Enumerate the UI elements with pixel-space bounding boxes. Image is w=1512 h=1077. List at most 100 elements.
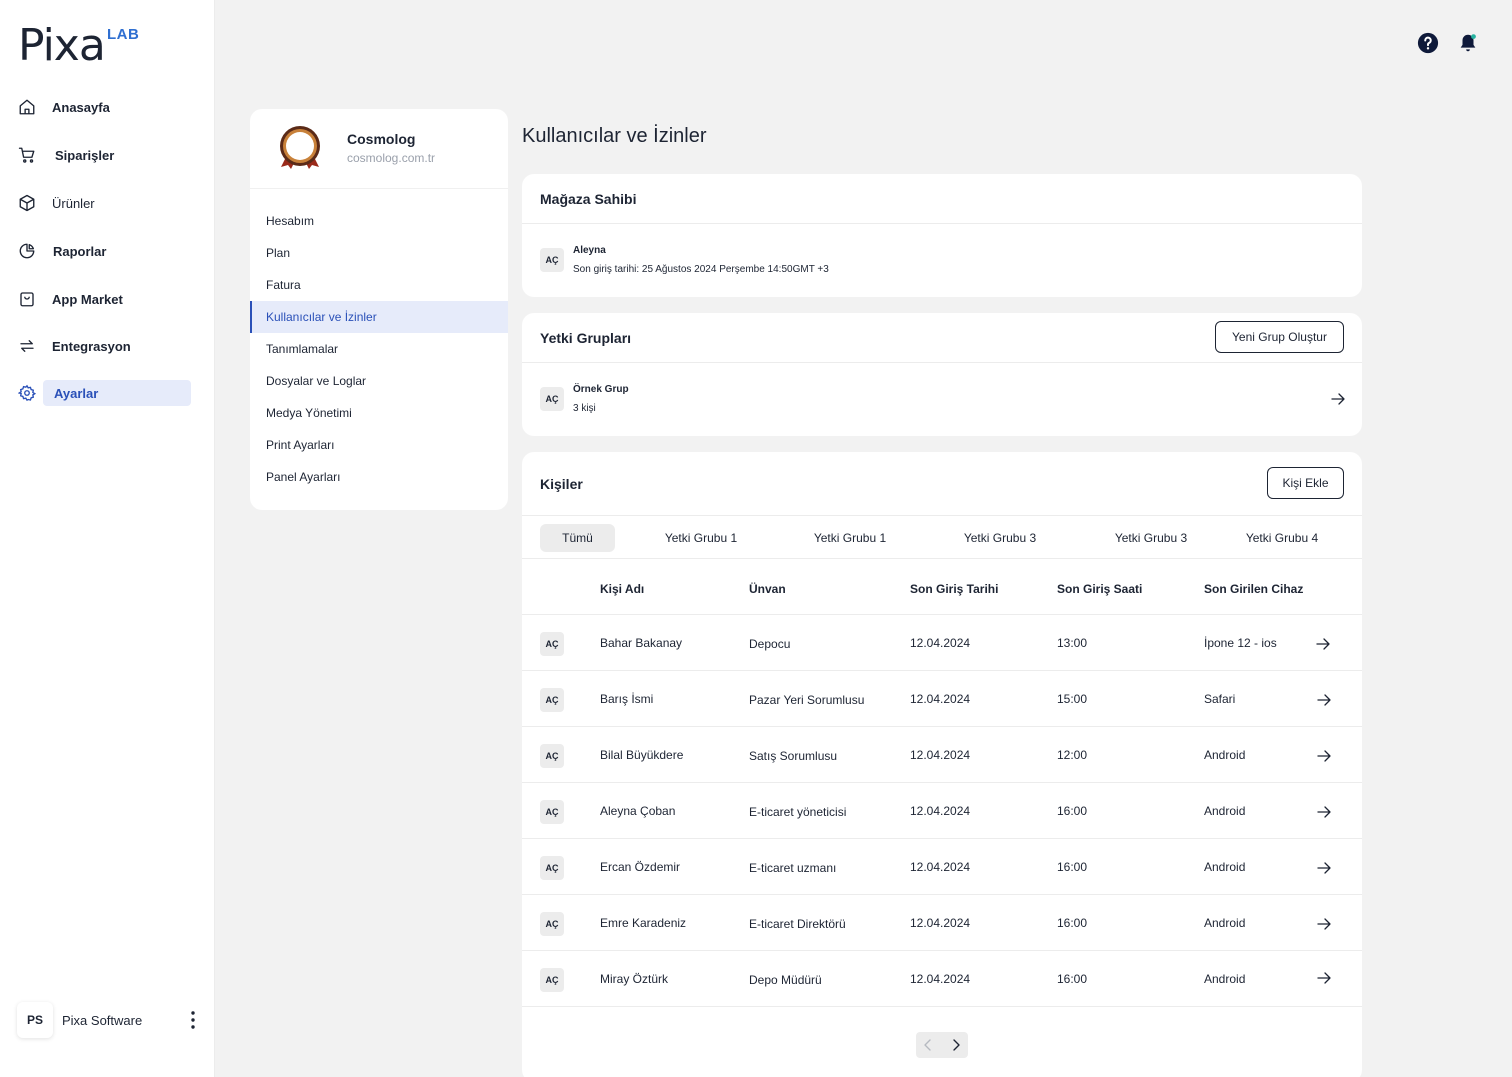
nav-label: Entegrasyon: [52, 338, 131, 354]
nav-item-siparisler[interactable]: Siparişler: [0, 140, 215, 170]
cell-name: Ercan Özdemir: [600, 860, 681, 874]
table-row[interactable]: AÇ Barış İsmi Pazar Yeri Sorumlusu 12.04…: [522, 671, 1362, 727]
settings-menu-plan[interactable]: Plan: [266, 246, 291, 260]
box-icon: [19, 194, 35, 212]
arrow-right-icon[interactable]: [1317, 918, 1331, 930]
cell-time: 15:00: [1057, 692, 1088, 706]
table-row[interactable]: AÇ Miray Öztürk Depo Müdürü 12.04.2024 1…: [522, 951, 1362, 1007]
permission-groups-card: Yetki Grupları Yeni Grup Oluştur AÇ Örne…: [522, 313, 1362, 436]
user-profile[interactable]: PS Pixa Software: [17, 1002, 207, 1038]
column-header-last-login-date[interactable]: Son Giriş Tarihi: [910, 582, 999, 596]
arrow-right-icon[interactable]: [1316, 638, 1330, 650]
settings-menu-tanimlamalar[interactable]: Tanımlamalar: [266, 342, 339, 356]
cell-title: Depo Müdürü: [749, 973, 822, 987]
cell-device: Safari: [1204, 692, 1236, 706]
cell-device: Android: [1204, 916, 1246, 930]
cell-date: 12.04.2024: [910, 692, 971, 706]
cell-title: Pazar Yeri Sorumlusu: [749, 693, 865, 707]
page-title: Kullanıcılar ve İzinler: [522, 125, 707, 147]
nav-item-app-market[interactable]: App Market: [0, 284, 215, 314]
settings-menu-hesabim[interactable]: Hesabım: [266, 214, 315, 228]
settings-menu-print[interactable]: Print Ayarları: [266, 438, 335, 452]
sidebar: Pixa LAB Anasayfa Siparişler Ürünler Rap…: [0, 0, 215, 1077]
nav-item-entegrasyon[interactable]: Entegrasyon: [0, 331, 215, 361]
settings-menu-fatura[interactable]: Fatura: [266, 278, 301, 292]
group-name: Örnek Grup: [573, 384, 629, 395]
add-person-button[interactable]: Kişi Ekle: [1267, 467, 1344, 499]
nav-item-raporlar[interactable]: Raporlar: [0, 236, 215, 266]
owner-last-login: Son giriş tarihi: 25 Ağustos 2024 Perşem…: [573, 264, 829, 275]
arrow-right-icon[interactable]: [1317, 862, 1331, 874]
cell-time: 16:00: [1057, 804, 1088, 818]
gear-icon: [18, 384, 36, 402]
user-name: Pixa Software: [62, 1012, 143, 1028]
new-group-button[interactable]: Yeni Grup Oluştur: [1215, 321, 1344, 353]
user-initials-badge: AÇ: [540, 688, 564, 712]
cell-device: Android: [1204, 972, 1246, 986]
cell-title: E-ticaret yöneticisi: [749, 805, 847, 819]
people-card: Kişiler Kişi Ekle Tümü Yetki Grubu 1 Yet…: [522, 452, 1362, 1077]
tab-group-3[interactable]: Yetki Grubu 3: [963, 531, 1037, 545]
card-header: Kişiler Kişi Ekle: [522, 452, 1362, 515]
user-initials-badge: AÇ: [540, 632, 564, 656]
cell-title: Depocu: [749, 637, 791, 651]
cell-date: 12.04.2024: [910, 748, 971, 762]
brand-logo[interactable]: Pixa LAB: [18, 24, 139, 70]
help-icon[interactable]: [1417, 32, 1439, 54]
cell-date: 12.04.2024: [910, 804, 971, 818]
cell-title: Satış Sorumlusu: [749, 749, 838, 763]
nav-item-ayarlar[interactable]: Ayarlar: [0, 378, 215, 408]
divider: [250, 188, 508, 189]
notification-bell-icon[interactable]: [1457, 32, 1479, 54]
tab-all[interactable]: Tümü: [540, 524, 615, 552]
table-row[interactable]: AÇ Bilal Büyükdere Satış Sorumlusu 12.04…: [522, 727, 1362, 783]
cell-time: 16:00: [1057, 860, 1088, 874]
table-row[interactable]: AÇ Aleyna Çoban E-ticaret yöneticisi 12.…: [522, 783, 1362, 839]
nav-label: Anasayfa: [52, 99, 110, 115]
user-initials-badge: AÇ: [540, 968, 564, 992]
cell-name: Miray Öztürk: [600, 972, 669, 986]
column-header-name[interactable]: Kişi Adı: [600, 582, 645, 596]
tab-group-3b[interactable]: Yetki Grubu 3: [1114, 531, 1188, 545]
cell-time: 12:00: [1057, 748, 1088, 762]
card-title: Yetki Grupları: [540, 330, 632, 346]
nav-label: App Market: [52, 291, 123, 307]
cell-name: Emre Karadeniz: [600, 916, 687, 930]
arrow-right-icon[interactable]: [1317, 972, 1331, 984]
column-header-last-device[interactable]: Son Girilen Cihaz: [1204, 582, 1304, 596]
nav-active-pill: [43, 380, 191, 406]
chevron-left-icon[interactable]: [924, 1039, 932, 1051]
nav-label: Raporlar: [53, 243, 107, 259]
table-row[interactable]: AÇ Ercan Özdemir E-ticaret uzmanı 12.04.…: [522, 839, 1362, 895]
chevron-right-icon[interactable]: [952, 1039, 960, 1051]
settings-menu-dosyalar[interactable]: Dosyalar ve Loglar: [266, 374, 367, 388]
settings-menu-kullanicilar[interactable]: Kullanıcılar ve İzinler: [250, 301, 508, 333]
cell-device: Android: [1204, 748, 1246, 762]
store-url[interactable]: cosmolog.com.tr: [347, 151, 436, 165]
column-header-last-login-time[interactable]: Son Giriş Saati: [1057, 582, 1143, 596]
arrow-right-icon[interactable]: [1317, 694, 1331, 706]
cell-device: İpone 12 - ios: [1204, 636, 1277, 650]
table-row[interactable]: AÇ Emre Karadeniz E-ticaret Direktörü 12…: [522, 895, 1362, 951]
arrow-right-icon[interactable]: [1317, 806, 1331, 818]
divider: [522, 614, 1362, 615]
arrow-right-icon[interactable]: [1331, 393, 1345, 405]
nav-item-urunler[interactable]: Ürünler: [0, 188, 215, 218]
settings-menu-panel[interactable]: Panel Ayarları: [266, 470, 341, 484]
tab-group-1b[interactable]: Yetki Grubu 1: [813, 531, 887, 545]
tab-group-1[interactable]: Yetki Grubu 1: [664, 531, 738, 545]
user-initials-badge: AÇ: [540, 248, 564, 272]
cell-name: Barış İsmi: [600, 692, 654, 706]
more-vertical-icon[interactable]: [191, 1011, 195, 1029]
arrow-right-icon[interactable]: [1317, 750, 1331, 762]
column-header-title[interactable]: Ünvan: [749, 582, 786, 596]
settings-menu-medya[interactable]: Medya Yönetimi: [266, 406, 352, 420]
group-member-count: 3 kişi: [573, 403, 596, 414]
table-row[interactable]: AÇ Bahar Bakanay Depocu 12.04.2024 13:00…: [522, 615, 1362, 671]
pagination: [916, 1032, 968, 1058]
home-icon: [19, 99, 35, 115]
cell-title: E-ticaret uzmanı: [749, 861, 837, 875]
nav-item-anasayfa[interactable]: Anasayfa: [0, 92, 215, 122]
tab-group-4[interactable]: Yetki Grubu 4: [1245, 531, 1319, 545]
user-initials-badge: AÇ: [540, 744, 564, 768]
